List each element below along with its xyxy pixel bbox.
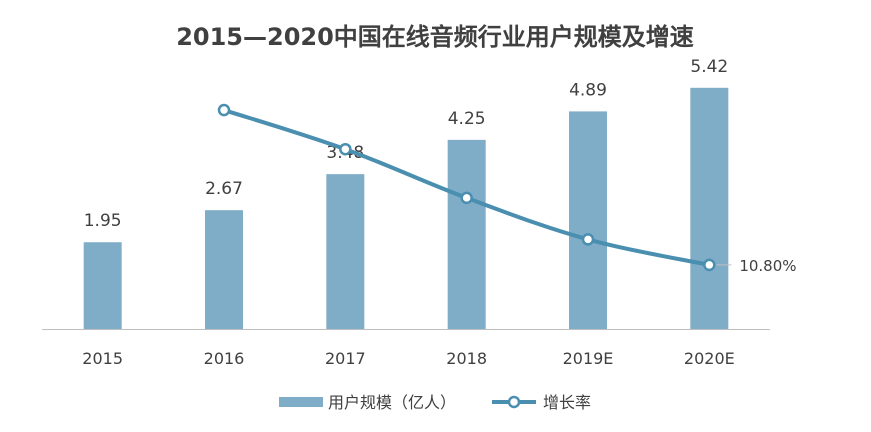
x-tick-2017: 2017 xyxy=(325,349,366,368)
growth-point-2019E xyxy=(581,233,595,246)
bar-series: 1.952.673.484.254.895.42 xyxy=(83,57,729,330)
x-tick-2019E: 2019E xyxy=(563,349,614,368)
x-tick-2016: 2016 xyxy=(204,349,245,368)
growth-point-2018 xyxy=(460,191,473,205)
x-tick-2020E: 2020E xyxy=(684,349,735,368)
bar-label-2020E: 5.42 xyxy=(690,57,728,77)
bar-2017 xyxy=(326,174,365,329)
bar-2016 xyxy=(205,210,243,329)
bar-label-2019E: 4.89 xyxy=(569,80,607,100)
growth-point-2016 xyxy=(217,103,231,117)
bar-2020E xyxy=(690,87,729,329)
growth-label-2020E: 10.80% xyxy=(739,257,796,275)
legend-swatch-bar xyxy=(279,397,323,407)
bar-label-2018: 4.25 xyxy=(448,109,486,129)
bar-label-2016: 2.67 xyxy=(205,179,243,199)
legend-label-bar: 用户规模（亿人） xyxy=(328,393,456,412)
chart-title: 2015—2020中国在线音频行业用户规模及增速 xyxy=(176,23,694,51)
bar-2018 xyxy=(447,139,486,329)
x-tick-labels: 2015 2016 2017 2018 2019E 2020E xyxy=(82,349,734,368)
bar-2019E xyxy=(569,111,607,330)
legend-label-line: 增长率 xyxy=(543,393,591,412)
legend: 用户规模（亿人） 增长率 xyxy=(279,393,591,412)
growth-point-2020E xyxy=(703,258,716,272)
bar-label-2015: 1.95 xyxy=(84,211,122,231)
bar-2015 xyxy=(83,242,122,329)
legend-marker-line xyxy=(507,395,521,409)
growth-point-2017 xyxy=(339,142,352,156)
x-tick-2015: 2015 xyxy=(82,349,123,368)
growth-line-series: 10.80% xyxy=(217,103,797,275)
x-tick-2018: 2018 xyxy=(446,349,487,368)
